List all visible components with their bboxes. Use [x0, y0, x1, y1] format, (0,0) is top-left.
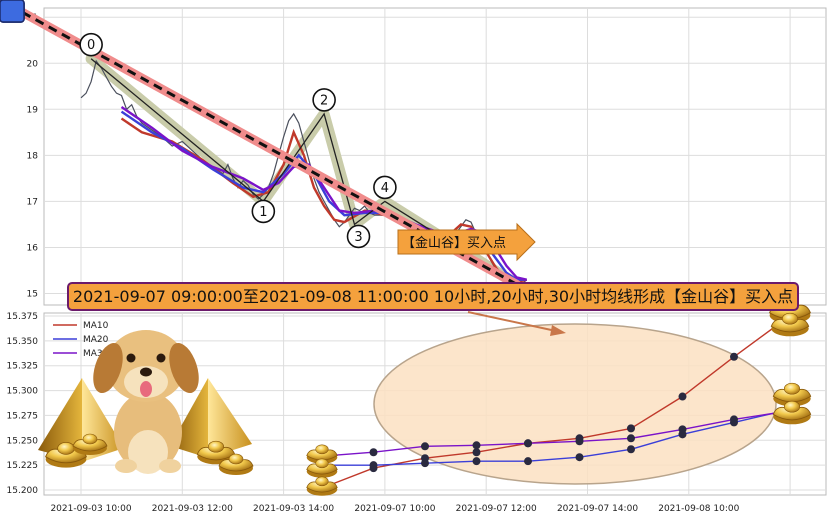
price-panel-frame — [43, 7, 827, 306]
ma-y-ticks: 15.200 15.225 15.250 15.275 15.300 15.325 15.3… — [7, 312, 39, 496]
ma-point-ma20 — [575, 453, 584, 462]
ma-point-ma20 — [421, 459, 429, 468]
ma-y-tick-label: 15.225 — [7, 461, 39, 471]
ingot-icon — [770, 312, 810, 337]
x-tick-label: 2021-09-08 10:00 — [658, 504, 739, 514]
projection-box-C — [0, 0, 25, 23]
price-y-tick-label: 18 — [27, 151, 39, 161]
zigzag-path — [90, 58, 517, 285]
ma-point-ma10 — [627, 424, 635, 433]
ma-y-tick-label: 15.350 — [7, 337, 39, 347]
price-y-tick-label: 16 — [27, 243, 39, 253]
ma-point-ma30 — [678, 425, 687, 434]
pivot-circle-0 — [79, 32, 103, 57]
pivot-label-1: 1 — [259, 205, 267, 220]
ma-y-tick-label: 15.300 — [7, 387, 39, 397]
ingot-icon — [72, 433, 108, 455]
price-line — [80, 59, 528, 286]
ma-point-ma30 — [472, 441, 481, 450]
ma-point-ma10 — [472, 448, 481, 457]
price-y-tick-label: 17 — [27, 197, 38, 207]
x-tick-label: 2021-09-07 12:00 — [456, 504, 537, 514]
x-tick-label: 2021-09-03 14:00 — [253, 504, 334, 514]
buy-point-callout: 【金山谷】买入点 — [397, 222, 536, 262]
ingot-icon — [772, 382, 812, 407]
banner: 2021-09-07 09:00:00至2021-09-08 11:00:00 … — [67, 282, 799, 311]
price-y-tick-label: 19 — [27, 105, 39, 115]
ingot-icon — [306, 458, 338, 478]
ingot-icon — [306, 444, 338, 464]
zigzag-line — [90, 58, 517, 285]
puppy-image — [93, 330, 199, 474]
projection-label-C: C — [0, 0, 5, 4]
ma-y-tick-label: 15.275 — [7, 411, 39, 421]
pivot-circle-2 — [312, 88, 336, 112]
x-tick-label: 2021-09-03 12:00 — [152, 504, 233, 514]
ma-y-tick-label: 15.325 — [7, 362, 39, 372]
gold-ingot-images — [45, 298, 812, 496]
ma-point-ma30 — [627, 434, 635, 443]
ma-point-ma10 — [730, 352, 738, 361]
ma-point-ma20 — [524, 457, 532, 466]
highlight-ellipse — [373, 323, 777, 485]
pivot-label-2: 2 — [320, 93, 328, 108]
banner-text: 2021-09-07 09:00:00至2021-09-08 11:00:00 … — [73, 287, 793, 306]
legend: MA10 MA20 MA30 — [53, 321, 109, 359]
x-tick-label: 2021-09-07 14:00 — [557, 504, 638, 514]
ma-series — [321, 318, 786, 489]
pivot-label-4: 4 — [381, 181, 389, 196]
ma-point-ma20 — [627, 445, 635, 454]
ma-point-ma30 — [421, 442, 429, 451]
ma-point-ma30 — [369, 448, 378, 457]
ma-line-ma30 — [321, 410, 786, 457]
x-tick-label: 2021-09-07 10:00 — [354, 504, 435, 514]
ingot-icon — [772, 400, 812, 425]
ma-point-ma20 — [369, 461, 378, 470]
ma-y-tick-label: 15.200 — [7, 486, 39, 496]
price-y-ticks: 15161718192021 — [27, 13, 39, 299]
ingot-icon — [306, 476, 338, 496]
callout-text: 【金山谷】买入点 — [402, 235, 506, 251]
ma-y-tick-label: 15.250 — [7, 436, 39, 446]
pivot-circle-4 — [373, 175, 397, 200]
projection-markers: ABC — [0, 0, 25, 23]
ma-line-ma10 — [321, 318, 786, 489]
legend-label-ma10: MA10 — [83, 321, 109, 331]
price-y-tick-label: 15 — [27, 289, 38, 299]
price-series — [80, 59, 528, 286]
pivot-circle-3 — [346, 224, 371, 249]
callout-arrow-shape — [397, 222, 536, 262]
x-axis-ticks: 2021-09-03 10:00 2021-09-03 12:00 2021-09-… — [50, 504, 739, 514]
pivot-label-0: 0 — [87, 38, 95, 53]
legend-label-ma20: MA20 — [83, 335, 109, 345]
ma-point-ma30 — [575, 437, 584, 446]
banner-background — [67, 282, 799, 311]
price-y-tick-label: 20 — [27, 59, 39, 69]
ma-point-ma30 — [524, 439, 532, 448]
ingot-icon — [218, 453, 254, 475]
banner-pointer-arrow — [467, 311, 566, 336]
ma-y-tick-label: 15.375 — [7, 312, 39, 322]
ma-point-ma30 — [730, 415, 738, 424]
pivot-circle-1 — [251, 199, 276, 224]
legend-label-ma30: MA30 — [83, 349, 109, 359]
ma-point-ma20 — [472, 457, 481, 466]
x-tick-label: 2021-09-03 10:00 — [50, 504, 131, 514]
ma-line-ma20 — [322, 409, 786, 466]
pivot-label-3: 3 — [354, 230, 362, 245]
ma-point-ma10 — [678, 392, 687, 401]
